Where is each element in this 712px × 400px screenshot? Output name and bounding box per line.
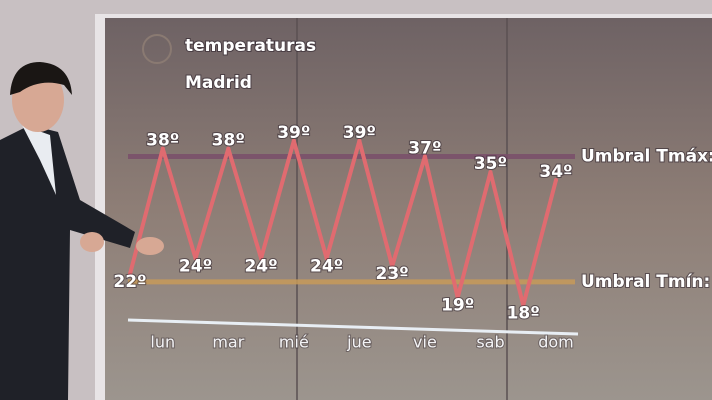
point <box>521 303 526 308</box>
day-axis <box>127 318 579 336</box>
thermometer-icon <box>142 34 172 64</box>
threshold-label: Umbral Tmáx: 37º <box>581 147 712 167</box>
value-label: 37º <box>408 139 441 159</box>
value-label: 38º <box>212 131 245 151</box>
x-tick-label: lun <box>150 333 175 352</box>
value-label: 24º <box>244 256 277 276</box>
point <box>259 256 264 261</box>
x-tick-label: jue <box>346 333 371 352</box>
chart-subtitle: Madrid <box>185 73 252 93</box>
presenter-hand <box>136 237 164 255</box>
value-label: 23º <box>376 264 409 284</box>
value-label: 24º <box>179 256 212 276</box>
value-label: 24º <box>310 256 343 276</box>
value-label: 34º <box>539 162 572 182</box>
point <box>291 138 296 143</box>
point <box>324 256 329 261</box>
presenter-hand <box>80 232 104 252</box>
point <box>160 146 165 151</box>
point <box>422 154 427 159</box>
x-tick-label: mar <box>212 333 244 352</box>
point <box>193 256 198 261</box>
x-tick-label: mié <box>279 333 309 352</box>
value-label: 39º <box>277 123 310 143</box>
value-label: 38º <box>146 131 179 151</box>
point <box>226 146 231 151</box>
chart-title: temperaturas <box>185 36 316 56</box>
point <box>488 170 493 175</box>
presenter-suit <box>0 125 135 400</box>
presenter-hair <box>10 62 72 95</box>
point <box>390 264 395 269</box>
presenter-shirt <box>22 125 56 195</box>
value-label: 22º <box>113 272 146 292</box>
x-tick-label: sab <box>476 333 504 352</box>
value-label: 39º <box>343 123 376 143</box>
point <box>128 272 132 276</box>
point <box>455 295 460 300</box>
point <box>357 138 362 143</box>
threshold-label: Umbral Tmín: 21º <box>581 272 712 292</box>
point <box>554 178 558 182</box>
value-label: 18º <box>507 303 540 323</box>
x-tick-label: vie <box>413 333 437 352</box>
temperature-line <box>128 138 558 308</box>
value-label: 19º <box>441 296 474 316</box>
x-tick-label: dom <box>538 333 574 352</box>
value-label: 35º <box>474 154 507 174</box>
presenter <box>0 62 164 400</box>
